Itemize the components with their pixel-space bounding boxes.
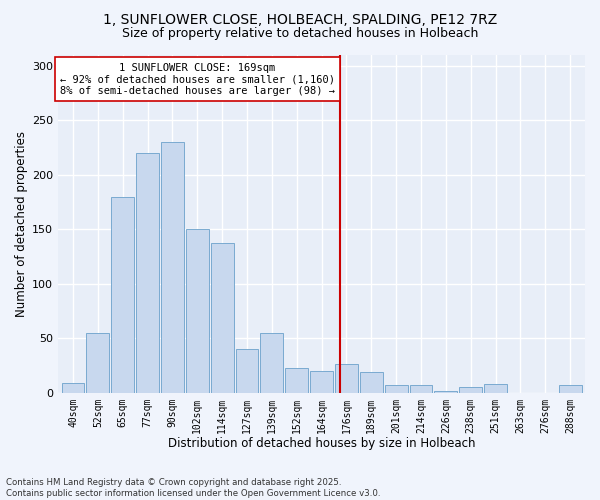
Bar	[335, 364, 358, 392]
Bar	[136, 153, 159, 392]
Text: Size of property relative to detached houses in Holbeach: Size of property relative to detached ho…	[122, 28, 478, 40]
Text: 1, SUNFLOWER CLOSE, HOLBEACH, SPALDING, PE12 7RZ: 1, SUNFLOWER CLOSE, HOLBEACH, SPALDING, …	[103, 12, 497, 26]
Text: Contains HM Land Registry data © Crown copyright and database right 2025.
Contai: Contains HM Land Registry data © Crown c…	[6, 478, 380, 498]
Bar	[410, 385, 433, 392]
Bar	[434, 390, 457, 392]
Bar	[112, 196, 134, 392]
Bar	[161, 142, 184, 393]
X-axis label: Distribution of detached houses by size in Holbeach: Distribution of detached houses by size …	[168, 437, 475, 450]
Bar	[236, 349, 259, 393]
Bar	[211, 244, 233, 392]
Bar	[62, 383, 85, 392]
Bar	[86, 333, 109, 392]
Bar	[385, 385, 407, 392]
Bar	[360, 372, 383, 392]
Bar	[459, 388, 482, 392]
Bar	[559, 385, 581, 392]
Bar	[484, 384, 507, 392]
Bar	[310, 371, 333, 392]
Bar	[186, 230, 209, 392]
Bar	[285, 368, 308, 392]
Bar	[260, 333, 283, 392]
Y-axis label: Number of detached properties: Number of detached properties	[15, 131, 28, 317]
Text: 1 SUNFLOWER CLOSE: 169sqm
← 92% of detached houses are smaller (1,160)
8% of sem: 1 SUNFLOWER CLOSE: 169sqm ← 92% of detac…	[60, 62, 335, 96]
